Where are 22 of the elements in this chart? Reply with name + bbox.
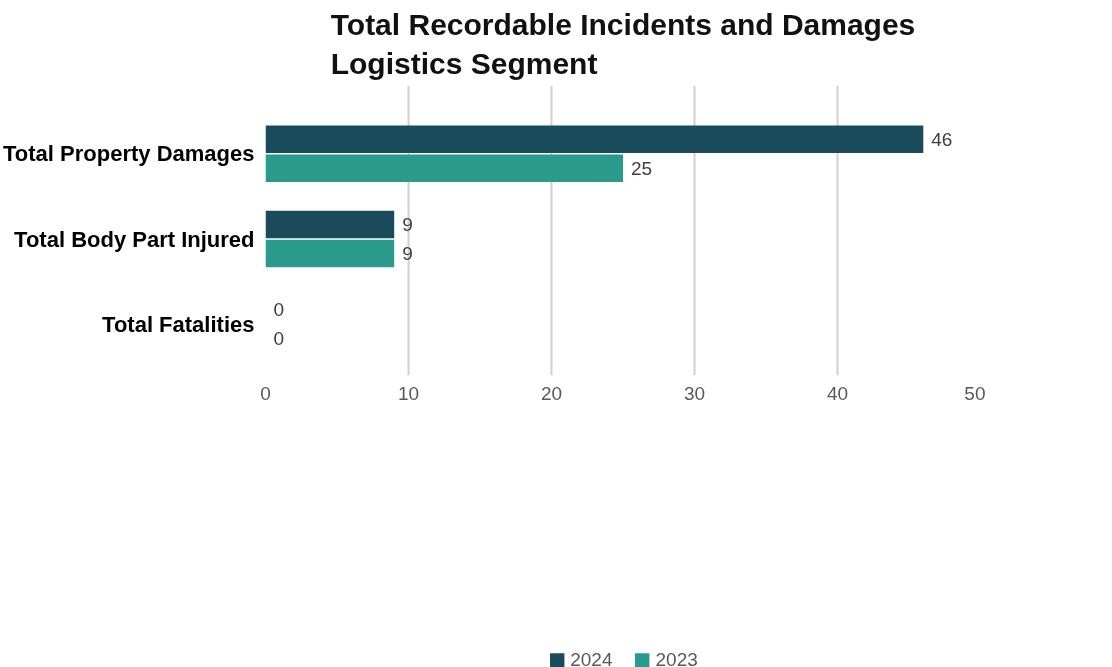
x-tick-label: 0 (260, 382, 271, 404)
legend-label: 2024 (570, 649, 613, 667)
data-label: 0 (273, 328, 285, 350)
y-tick-label: Total Fatalities (102, 311, 255, 337)
x-tick-label: 10 (397, 382, 420, 404)
data-label: 46 (931, 128, 953, 150)
x-tick-label: 30 (683, 382, 706, 404)
data-label: 0 (273, 299, 285, 321)
chart-title: Total Recordable Incidents and Damages Logistics Segment (330, 7, 916, 81)
bar (265, 125, 924, 154)
legend-label: 2023 (655, 649, 698, 667)
bar (265, 239, 395, 268)
x-tick-label: 50 (964, 382, 986, 404)
x-tick-label: 40 (826, 382, 849, 404)
data-label: 25 (631, 157, 653, 179)
y-tick-label: Total Body Part Injured (14, 226, 255, 252)
data-label: 9 (402, 214, 413, 236)
bar (265, 210, 395, 239)
bar (265, 154, 623, 183)
x-tick-label: 20 (540, 382, 563, 404)
y-tick-label: Total Property Damages (3, 141, 255, 167)
data-label: 9 (402, 243, 413, 265)
